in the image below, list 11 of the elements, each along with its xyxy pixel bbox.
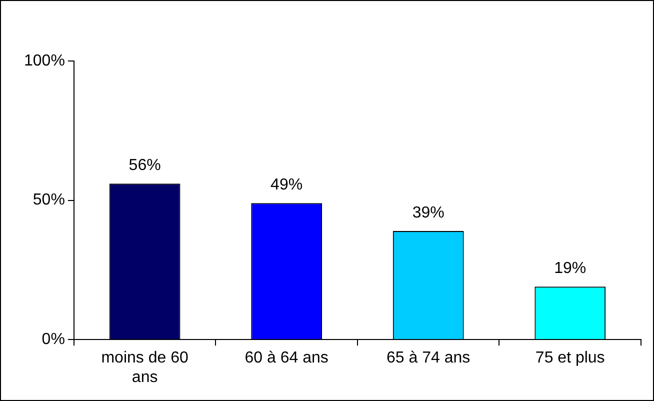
data-label: 56% bbox=[128, 156, 161, 174]
x-tick-label: 60 à 64 ans bbox=[244, 350, 328, 367]
y-tick-label: 50% bbox=[32, 192, 65, 209]
x-tick-label: 75 et plus bbox=[535, 350, 605, 367]
data-label: 19% bbox=[554, 260, 586, 278]
y-tick-label: 0% bbox=[42, 331, 65, 348]
data-label: 39% bbox=[412, 204, 444, 222]
x-tick-label: 65 à 74 ans bbox=[386, 350, 470, 367]
x-tick-label: moins de 60 ans bbox=[101, 350, 188, 386]
data-label: 49% bbox=[270, 176, 303, 194]
y-tick-label: 100% bbox=[24, 52, 65, 70]
